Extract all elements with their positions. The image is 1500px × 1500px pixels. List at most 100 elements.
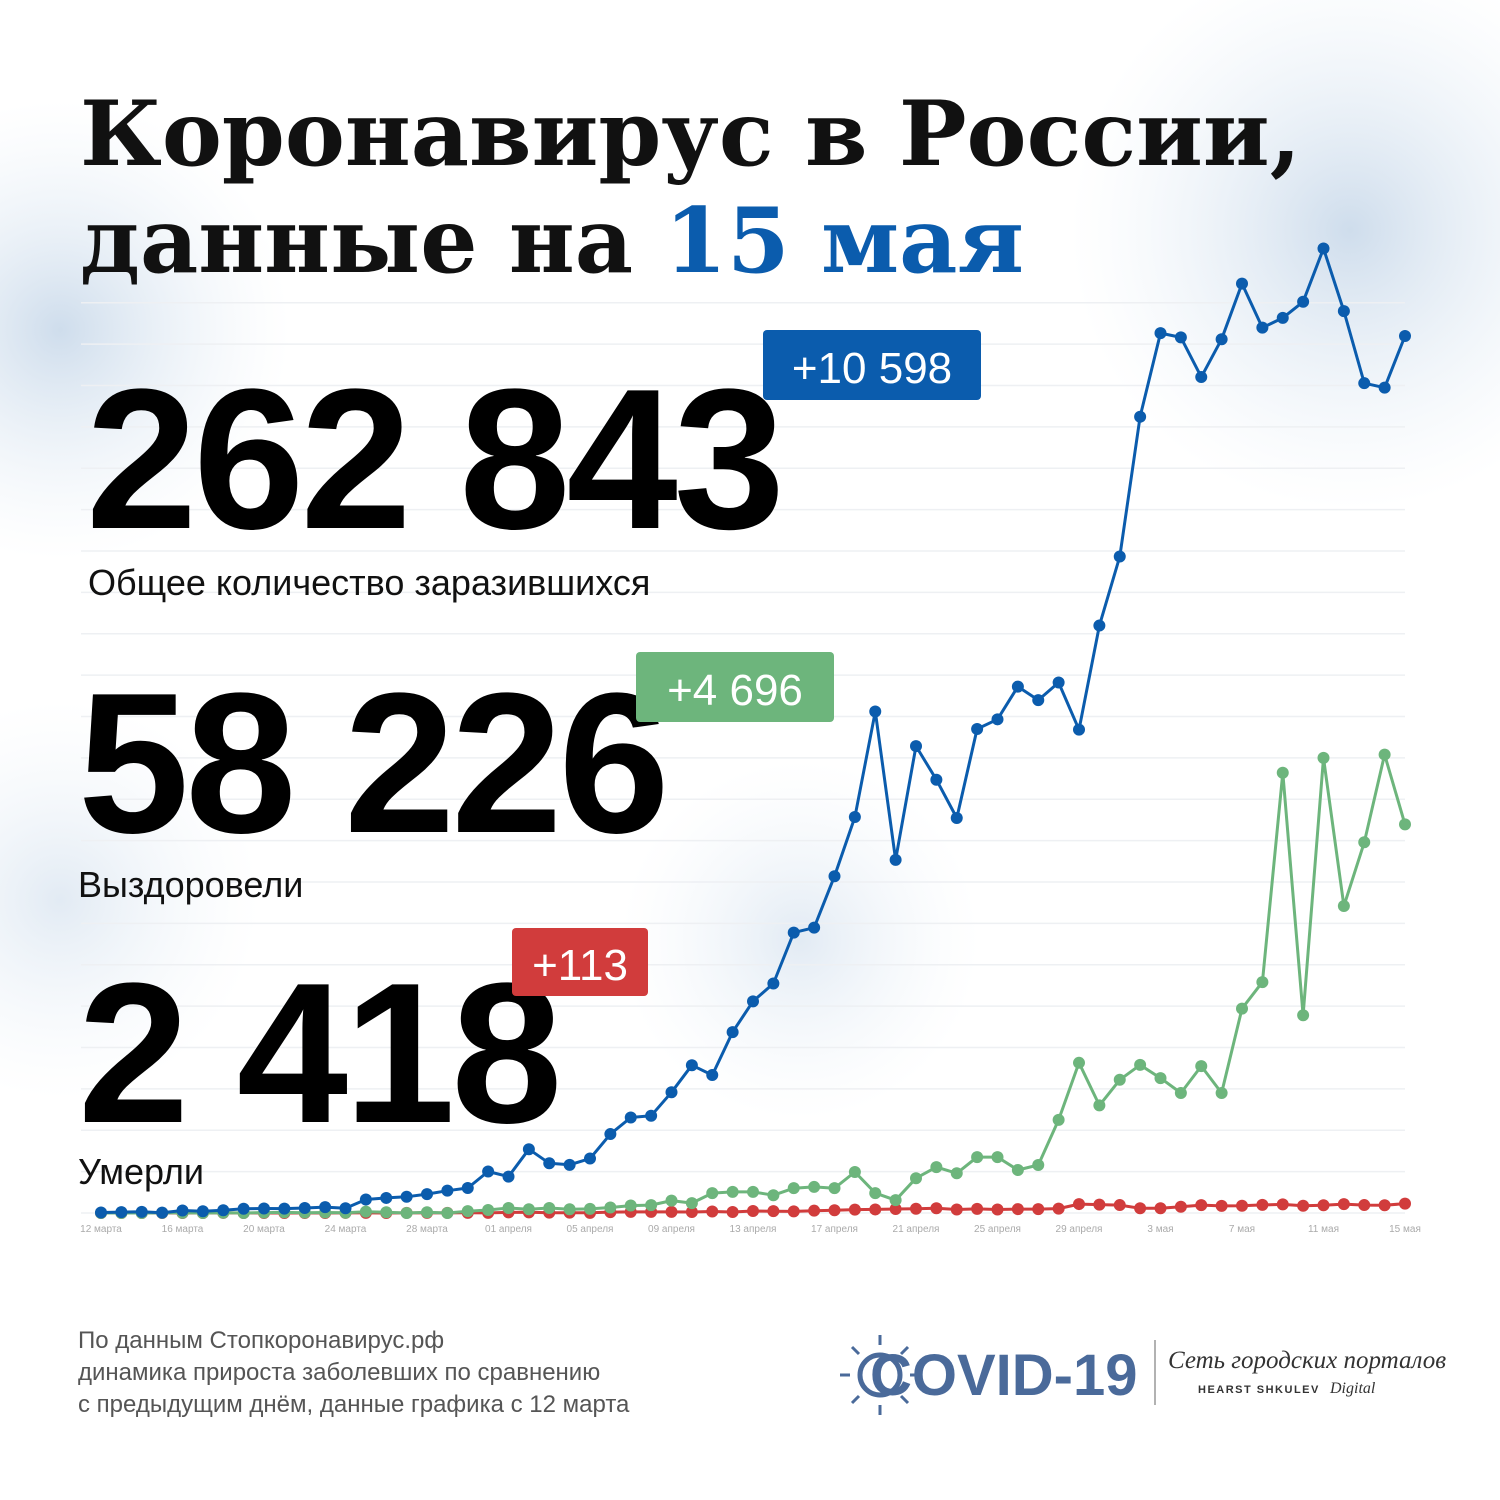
data-point [1276,1198,1289,1211]
title: данные на 15 мая [80,188,1024,294]
data-point [808,1180,821,1193]
data-point [1276,766,1289,779]
data-point [1256,1198,1269,1211]
data-point [461,1182,474,1195]
data-point [1236,1199,1248,1212]
data-point [1399,1197,1411,1210]
x-tick-label: 13 апреля [730,1224,777,1235]
data-point [747,1205,759,1218]
data-point [889,1194,902,1207]
data-point [950,1203,963,1216]
x-tick-label: 11 мая [1308,1224,1339,1235]
data-point [1134,410,1147,423]
data-point [196,1205,209,1218]
data-point [1134,1058,1147,1071]
data-point [604,1201,617,1214]
data-point [645,1109,658,1122]
data-point [889,853,902,866]
data-point [1174,331,1187,344]
data-point [1113,1073,1126,1086]
data-point [767,1189,780,1202]
data-point [1032,1203,1045,1216]
x-tick-label: 25 апреля [974,1224,1021,1235]
data-point [808,1204,821,1217]
x-tick-label: 05 апреля [567,1224,614,1235]
data-point [726,1026,739,1039]
title-text: данные на [80,188,633,294]
data-point [767,977,780,990]
data-point [848,811,861,824]
data-point [461,1205,474,1218]
data-point [1032,1159,1045,1172]
data-point [95,1206,107,1219]
data-point [706,1187,719,1200]
network-name: Сеть городских порталов [1168,1347,1446,1374]
chart: 12 марта 16 марта 20 марта 24 марта 28 марта… [80,242,1421,1235]
data-point [1337,899,1350,912]
x-tick-label: 28 марта [406,1224,448,1235]
data-point [1297,1009,1310,1022]
data-point [400,1207,413,1219]
data-point [910,1202,922,1215]
data-point [1073,1198,1085,1211]
x-tick-label: 21 апреля [893,1224,940,1235]
data-point [1134,1202,1147,1215]
data-point [971,1151,984,1164]
data-point [1154,1072,1167,1085]
data-point [1195,1060,1208,1073]
data-point [706,1069,719,1082]
data-point [522,1203,535,1216]
data-point [808,921,821,934]
data-point [380,1191,393,1204]
data-point [1093,1099,1106,1112]
data-point [747,995,759,1008]
stat-caption: Общее количество заразившихся [88,562,650,603]
data-point [278,1202,291,1215]
data-point [1276,311,1289,324]
data-point [1358,1199,1371,1212]
data-point [1297,295,1310,308]
x-tick-label: 17 апреля [811,1224,858,1235]
data-point [726,1185,739,1198]
data-point [787,1205,800,1218]
logo: COVID-19 Сеть городских порталов HEARST … [840,1335,1446,1415]
data-point [991,1151,1004,1164]
logo-icon [857,1352,903,1398]
data-point [421,1206,433,1219]
data-point [1174,1200,1187,1213]
data-point [1297,1199,1310,1212]
data-point [1399,330,1411,343]
data-point [971,722,984,735]
data-point [1174,1087,1187,1100]
data-point [359,1205,372,1218]
footer-text: По данным Стопкоронавирус.рф [78,1327,444,1354]
x-tick-label: 24 марта [325,1224,367,1235]
data-point [828,1182,841,1195]
footer-text: с предыдущим днём, данные графика с 12 м… [78,1391,630,1418]
badge-text: +4 696 [667,666,803,715]
data-point [502,1170,515,1183]
stat-value: 58 226 [78,652,666,875]
data-point [563,1158,576,1171]
data-point [1052,1113,1065,1126]
x-tick-label: 15 мая [1389,1224,1421,1235]
data-point [1215,333,1228,346]
data-point [258,1202,270,1215]
data-point [339,1202,352,1215]
data-point [482,1204,495,1217]
data-point [828,870,841,883]
title: Коронавирус в России, [80,81,1301,187]
x-tick-label: 09 апреля [648,1224,695,1235]
data-point [889,1203,902,1216]
data-point [1093,619,1106,632]
data-point [1195,371,1208,384]
data-point [930,1161,943,1174]
data-point [828,1204,841,1217]
data-point [1236,1002,1248,1015]
data-point [1317,751,1330,764]
data-point [1052,1202,1065,1215]
data-point [665,1205,678,1218]
data-point [1337,305,1350,318]
data-point [706,1205,719,1218]
data-point [1256,976,1269,989]
